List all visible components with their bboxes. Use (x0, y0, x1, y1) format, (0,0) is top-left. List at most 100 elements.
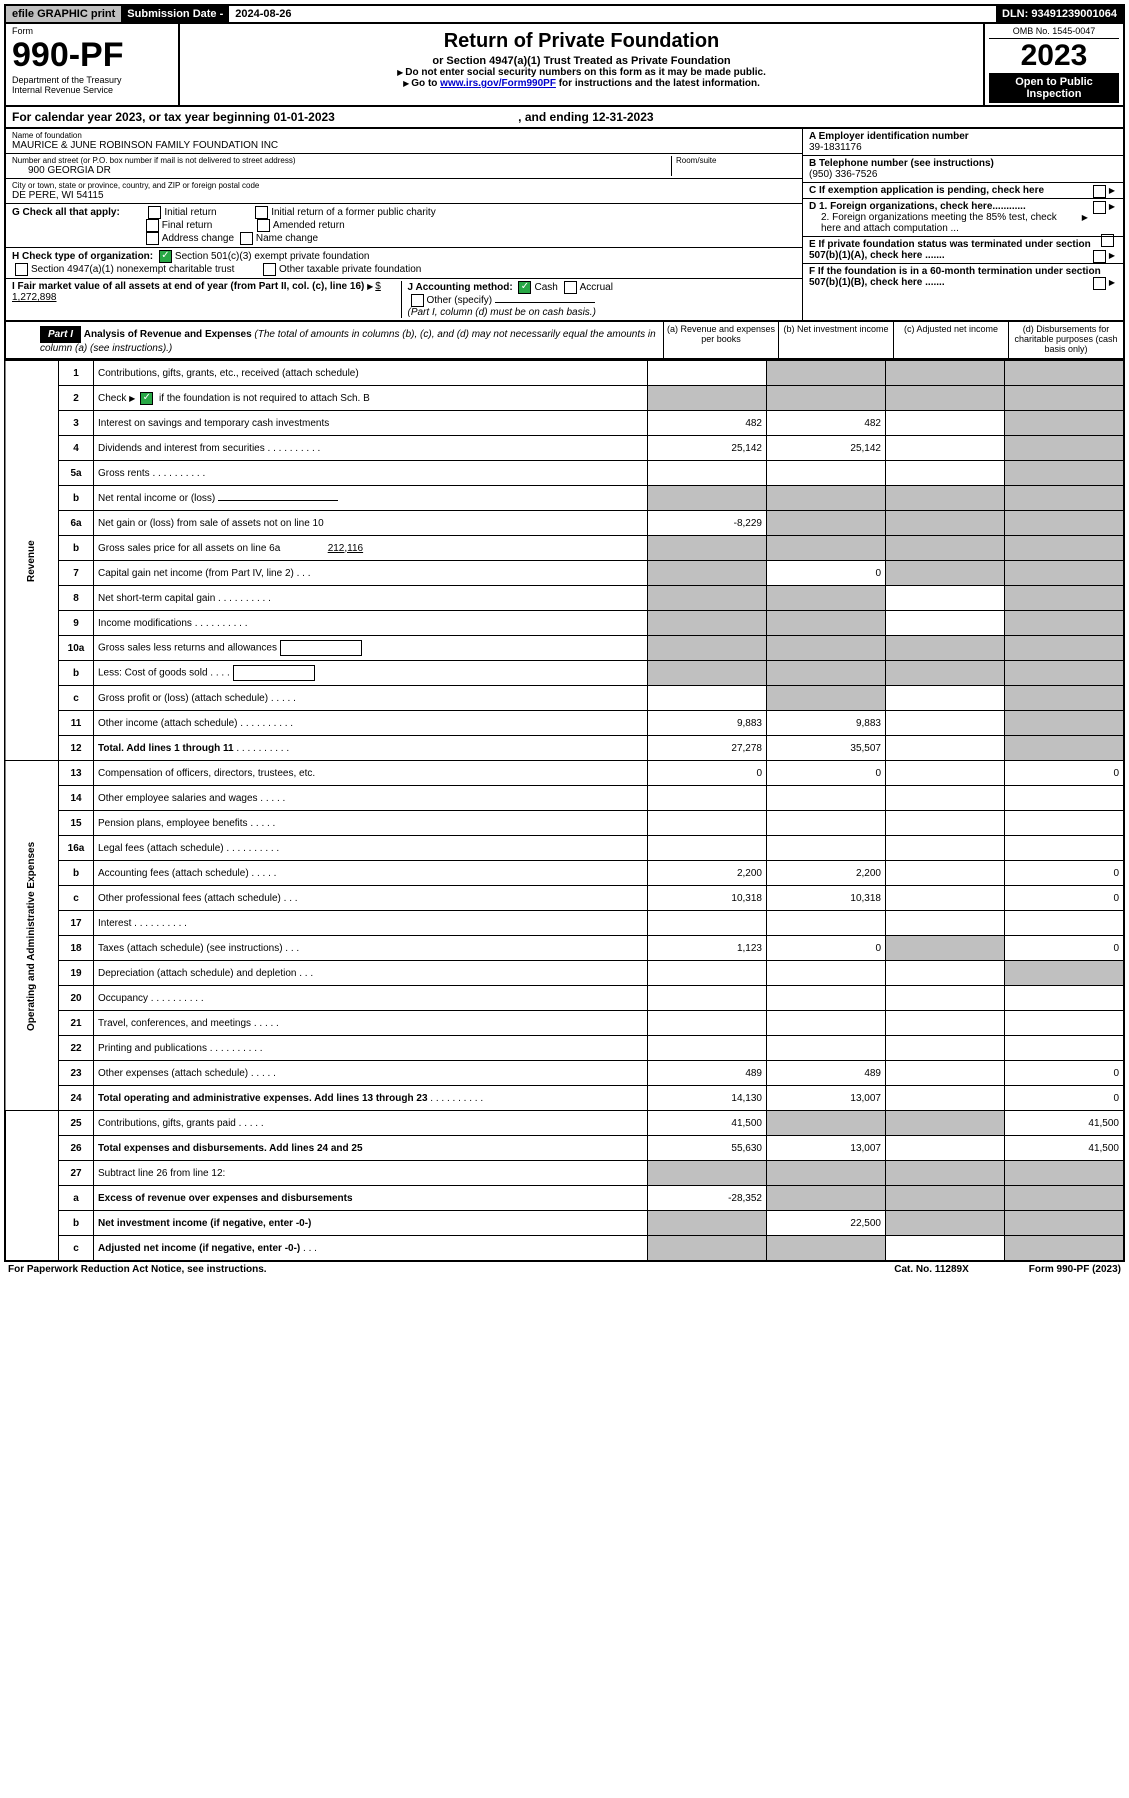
amended-checkbox[interactable] (257, 219, 270, 232)
table-row: 17Interest . . . . . . . . . . (5, 911, 1124, 936)
line-27c-desc: Adjusted net income (if negative, enter … (98, 1243, 300, 1254)
e-checkbox[interactable] (1093, 250, 1106, 263)
d1-label: D 1. Foreign organizations, check here..… (809, 201, 1026, 212)
col-d-header: (d) Disbursements for charitable purpose… (1008, 322, 1123, 358)
l23-d: 0 (1005, 1061, 1125, 1086)
efile-label[interactable]: efile GRAPHIC print (6, 6, 121, 22)
table-row: 18Taxes (attach schedule) (see instructi… (5, 936, 1124, 961)
l23-a: 489 (648, 1061, 767, 1086)
table-row: 10aGross sales less returns and allowanc… (5, 636, 1124, 661)
line-27-desc: Subtract line 26 from line 12: (94, 1161, 648, 1186)
g-opt-1: Final return (162, 220, 213, 231)
other-taxable-checkbox[interactable] (263, 263, 276, 276)
l12-b: 35,507 (767, 736, 886, 761)
l13-a: 0 (648, 761, 767, 786)
l13-d: 0 (1005, 761, 1125, 786)
cash-label: Cash (534, 282, 557, 293)
initial-return-checkbox[interactable] (148, 206, 161, 219)
l3-a: 482 (648, 411, 767, 436)
table-row: 16aLegal fees (attach schedule) . . . . … (5, 836, 1124, 861)
accrual-checkbox[interactable] (564, 281, 577, 294)
line-17-desc: Interest (98, 918, 131, 929)
table-row: 24Total operating and administrative exp… (5, 1086, 1124, 1111)
l16c-d: 0 (1005, 886, 1125, 911)
l16c-b: 10,318 (767, 886, 886, 911)
line-1-desc: Contributions, gifts, grants, etc., rece… (94, 361, 648, 386)
line-12-desc: Total. Add lines 1 through 11 (98, 743, 234, 754)
l16b-b: 2,200 (767, 861, 886, 886)
f-checkbox[interactable] (1093, 277, 1106, 290)
dept-label: Department of the Treasury (12, 75, 172, 85)
address-change-checkbox[interactable] (146, 232, 159, 245)
line-2-post: if the foundation is not required to att… (156, 393, 369, 404)
table-row: bNet rental income or (loss) (5, 486, 1124, 511)
table-row: 25Contributions, gifts, grants paid . . … (5, 1111, 1124, 1136)
c-label: C If exemption application is pending, c… (809, 185, 1044, 196)
form-subtitle: or Section 4947(a)(1) Trust Treated as P… (184, 55, 979, 67)
footer-left: For Paperwork Reduction Act Notice, see … (8, 1264, 267, 1275)
h-opt-1: Section 501(c)(3) exempt private foundat… (175, 251, 370, 262)
foundation-name-label: Name of foundation (12, 131, 796, 140)
cash-checkbox[interactable] (518, 281, 531, 294)
table-row: 20Occupancy . . . . . . . . . . (5, 986, 1124, 1011)
instruction-1: Do not enter social security numbers on … (405, 67, 766, 78)
former-charity-checkbox[interactable] (255, 206, 268, 219)
table-row: 14Other employee salaries and wages . . … (5, 786, 1124, 811)
table-row: 6aNet gain or (loss) from sale of assets… (5, 511, 1124, 536)
table-row: 3Interest on savings and temporary cash … (5, 411, 1124, 436)
l16b-d: 0 (1005, 861, 1125, 886)
501c3-checkbox[interactable] (159, 250, 172, 263)
g-opt-2: Address change (162, 233, 234, 244)
inst2-pre: Go to (411, 78, 440, 89)
i-label: I Fair market value of all assets at end… (12, 281, 364, 292)
4947-checkbox[interactable] (15, 263, 28, 276)
l18-b: 0 (767, 936, 886, 961)
l4-a: 25,142 (648, 436, 767, 461)
submission-date-value: 2024-08-26 (229, 6, 297, 22)
l27b-b: 22,500 (767, 1211, 886, 1236)
l11-a: 9,883 (648, 711, 767, 736)
table-row: 26Total expenses and disbursements. Add … (5, 1136, 1124, 1161)
room-label: Room/suite (676, 156, 796, 165)
d1-checkbox[interactable] (1093, 201, 1106, 214)
form-link[interactable]: www.irs.gov/Form990PF (440, 78, 556, 89)
l18-a: 1,123 (648, 936, 767, 961)
l26-d: 41,500 (1005, 1136, 1125, 1161)
line-2-pre: Check (98, 393, 129, 404)
line-15-desc: Pension plans, employee benefits (98, 818, 248, 829)
top-bar: efile GRAPHIC print Submission Date - 20… (4, 4, 1125, 24)
l27a-a: -28,352 (648, 1186, 767, 1211)
table-row: 7Capital gain net income (from Part IV, … (5, 561, 1124, 586)
line-8-desc: Net short-term capital gain (98, 593, 215, 604)
revenue-side-label: Revenue (5, 361, 59, 761)
line-24-desc: Total operating and administrative expen… (98, 1093, 428, 1104)
other-method-label: Other (specify) (427, 295, 493, 306)
line-20-desc: Occupancy (98, 993, 148, 1004)
page-footer: For Paperwork Reduction Act Notice, see … (4, 1262, 1125, 1277)
form-title: Return of Private Foundation (184, 30, 979, 53)
line-5b-desc: Net rental income or (loss) (98, 493, 215, 504)
line-27b-desc: Net investment income (if negative, ente… (98, 1218, 311, 1229)
line-16a-desc: Legal fees (attach schedule) (98, 843, 224, 854)
table-row: 11Other income (attach schedule) . . . .… (5, 711, 1124, 736)
other-method-checkbox[interactable] (411, 294, 424, 307)
line-16c-desc: Other professional fees (attach schedule… (98, 893, 281, 904)
line-10a-desc: Gross sales less returns and allowances (98, 643, 277, 654)
name-change-checkbox[interactable] (240, 232, 253, 245)
l13-b: 0 (767, 761, 886, 786)
omb-number: OMB No. 1545-0047 (989, 26, 1119, 39)
line-9-desc: Income modifications (98, 618, 192, 629)
col-a-header: (a) Revenue and expenses per books (663, 322, 778, 358)
city-label: City or town, state or province, country… (12, 181, 796, 190)
final-return-checkbox[interactable] (146, 219, 159, 232)
line-3-desc: Interest on savings and temporary cash i… (94, 411, 648, 436)
l25-d: 41,500 (1005, 1111, 1125, 1136)
dln-label: DLN: 93491239001064 (996, 6, 1123, 22)
table-row: 2Check if the foundation is not required… (5, 386, 1124, 411)
d2-checkbox[interactable] (1101, 234, 1114, 247)
d2-label: 2. Foreign organizations meeting the 85%… (809, 212, 1071, 234)
c-checkbox[interactable] (1093, 185, 1106, 198)
schb-checkbox[interactable] (140, 392, 153, 405)
part1-label: Part I (40, 326, 81, 343)
part1-title: Analysis of Revenue and Expenses (84, 329, 252, 340)
